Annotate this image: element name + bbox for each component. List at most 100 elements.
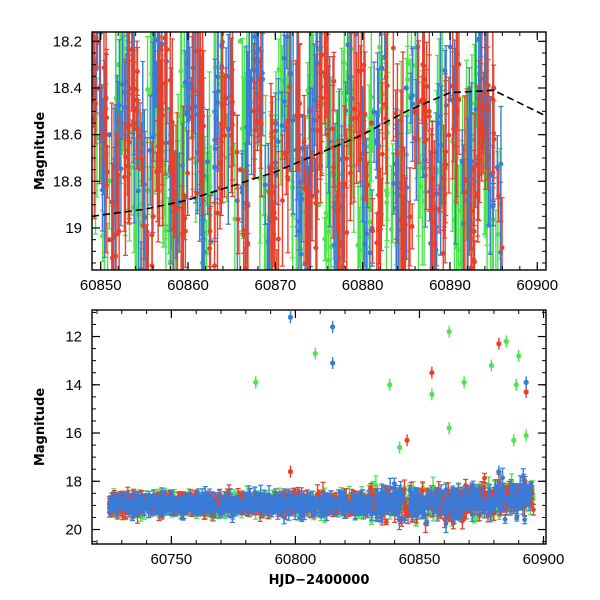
data-point [271,231,277,237]
data-point [415,21,420,26]
data-point [237,282,242,287]
data-point [235,216,241,222]
data-point [259,121,264,127]
data-point [189,114,195,120]
data-point [334,208,340,214]
data-point [476,156,482,162]
top-panel: 60850 60860 60870 60880 60890 60900 18.2 18.4 18… [33,21,558,296]
x-tick-label: 60860 [167,277,209,294]
data-point [276,236,281,242]
data-point [362,111,368,117]
data-point [495,232,501,237]
bottom-panel-marks [106,311,536,534]
data-point [436,206,442,212]
data-point [456,97,462,103]
data-point [149,263,155,269]
data-point [219,42,225,48]
data-point [194,48,200,54]
data-point [383,115,389,121]
data-point [419,97,425,103]
data-point [450,83,456,89]
data-point [471,229,477,234]
data-point [115,173,121,178]
data-point [305,88,311,94]
data-point [262,182,268,188]
data-point [212,263,217,269]
data-point [185,108,191,114]
data-point [185,61,190,66]
data-point [234,198,240,204]
data-point [468,208,474,214]
y-tick-label: 18.6 [53,127,82,144]
data-point [331,78,337,84]
data-point [223,95,229,101]
data-point [160,140,165,146]
data-point [393,110,399,116]
y-tick-label: 18.4 [53,80,82,97]
data-point [137,134,143,139]
data-point [178,113,184,119]
y-tick-label: 18.8 [53,173,82,190]
data-point [432,241,438,247]
data-point [129,165,135,170]
data-point [247,100,253,106]
data-point [493,287,498,292]
data-point [482,90,488,96]
data-point [93,101,99,107]
data-point [491,85,497,91]
data-point [487,172,493,178]
data-point [472,259,477,265]
data-point [276,66,282,72]
data-point [118,166,124,172]
data-point [376,226,381,232]
data-point [198,168,204,174]
data-point [410,93,415,98]
data-point [400,147,406,153]
data-point [121,174,127,180]
data-point [106,132,113,138]
data-point [207,246,212,251]
data-point [491,202,496,207]
x-tick-label: 60900 [516,277,558,294]
data-point [309,193,315,199]
data-point [103,95,109,101]
data-point [241,228,247,233]
data-point [180,192,186,198]
data-point [150,213,156,219]
data-point [230,111,236,116]
data-point [297,101,303,106]
top-y-axis-label: Magnitude [33,112,48,191]
data-point [101,132,106,138]
data-point [438,113,443,119]
data-point [275,139,281,145]
data-point [345,42,351,48]
data-point [107,178,112,184]
data-point [390,45,396,51]
data-point [368,120,374,126]
data-point [331,164,337,170]
data-point [159,26,164,31]
data-point [251,108,257,114]
data-point [477,129,483,135]
data-point [120,81,125,87]
data-point [317,114,323,120]
data-point [180,163,185,169]
data-point [468,265,474,270]
data-point [412,108,418,114]
data-point [287,84,292,90]
series-points [92,32,505,270]
data-point [237,38,244,44]
data-point [380,151,385,157]
data-point [290,117,296,123]
data-point [138,291,143,296]
data-point [284,34,290,40]
data-point [237,167,244,173]
data-point [447,97,453,103]
data-point [234,149,240,155]
data-point [136,212,142,217]
data-point [129,47,135,53]
data-point [283,155,289,161]
top-panel-ticks: 60850 60860 60870 60880 60890 60900 18.2 18.4 18… [53,32,558,294]
data-point [127,122,132,128]
